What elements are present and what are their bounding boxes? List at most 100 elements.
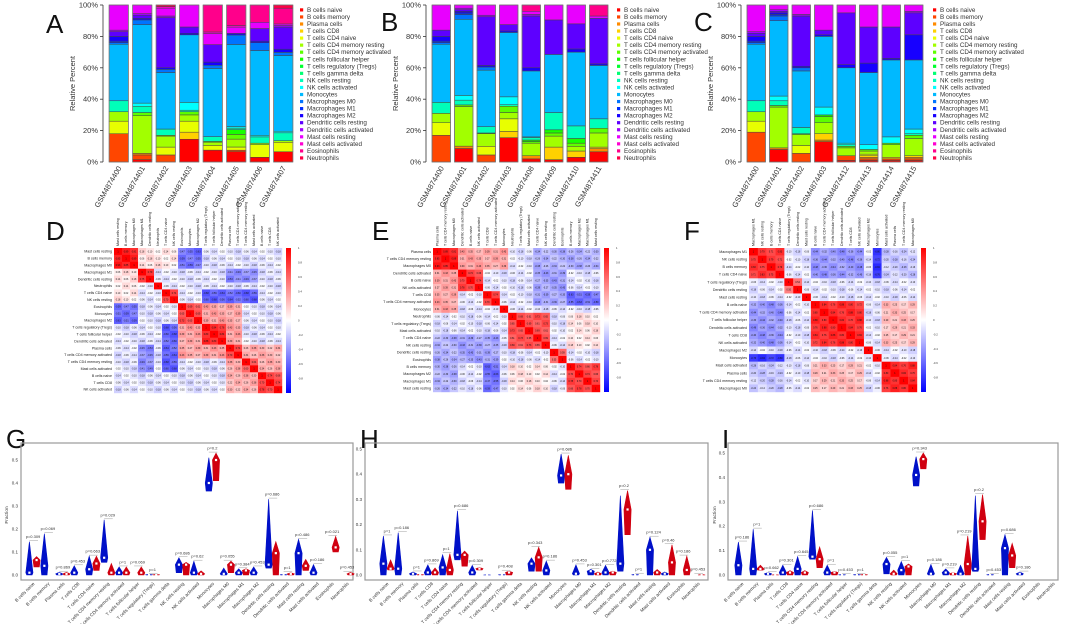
heatmap-cell	[784, 384, 794, 393]
median-marker	[567, 473, 570, 476]
bar-segment-t-cells-cd4-memory-activated	[904, 135, 924, 139]
heatmap-cell-value: -0.24	[751, 388, 757, 390]
heatmap-cell-value: 0.70	[268, 389, 273, 391]
heatmap-cell-value: -0.02	[251, 313, 257, 315]
p-value-label: p=0.219	[957, 528, 972, 533]
heatmap-cell	[466, 284, 475, 292]
heatmap-cell-value: 0.21	[910, 335, 915, 337]
heatmap-cell	[881, 338, 891, 347]
heatmap-cell	[466, 320, 475, 328]
heatmap-cell	[441, 384, 450, 393]
heatmap-cell-value: -0.47	[195, 265, 201, 267]
median-marker	[478, 567, 481, 570]
heatmap-cell-value: -0.84	[875, 267, 881, 269]
row-label: Dendritic cells resting	[713, 288, 747, 292]
heatmap-cell	[899, 248, 909, 256]
heatmap-cell-value: -0.06	[866, 343, 872, 345]
heatmap-cell	[210, 310, 219, 318]
heatmap-cell	[757, 384, 767, 393]
heatmap-cell-value: -0.02	[560, 338, 566, 340]
heatmap-cell	[491, 248, 500, 256]
heatmap-cell	[226, 386, 235, 394]
bar-segment-b-cells-naive	[454, 148, 474, 163]
legend-swatch	[617, 8, 621, 12]
heatmap-cell	[202, 330, 211, 338]
heatmap-cell-value: -0.14	[243, 313, 249, 315]
heatmap-cell-value: 0.33	[884, 343, 889, 345]
heatmap-cell	[250, 282, 259, 290]
heatmap-cell-value: -0.02	[543, 360, 549, 362]
heatmap-cell-value: -0.18	[195, 286, 201, 288]
heatmap-cell	[274, 358, 283, 366]
bar-segment-t-cells-cd4-memory-activated	[814, 116, 834, 124]
heatmap-cell-value: -0.06	[115, 383, 121, 385]
heatmap-cell	[749, 270, 759, 279]
heatmap-cell	[810, 346, 820, 355]
heatmap-cell	[828, 293, 838, 302]
row-label: T cells CD4 memory resting	[703, 379, 747, 383]
heatmap-cell	[162, 358, 171, 366]
heatmap-cell	[138, 275, 147, 283]
heatmap-cell-value: -0.14	[267, 300, 273, 302]
heatmap-cell	[524, 291, 534, 299]
heatmap-cell	[138, 268, 147, 276]
heatmap-cell	[837, 308, 847, 317]
heatmap-cell-value: -0.10	[795, 373, 801, 375]
heatmap-cell	[210, 303, 219, 311]
colorbar-tick-label: 0.6	[616, 275, 620, 279]
heatmap-cell	[757, 270, 767, 279]
bar-GSM4874402	[791, 4, 811, 163]
heatmap-cell	[793, 263, 803, 271]
heatmap-cell	[574, 334, 584, 342]
heatmap-cell	[170, 379, 179, 387]
heatmap-cell-value: -0.14	[163, 313, 169, 315]
bar-segment-monocytes	[589, 65, 609, 120]
heatmap-cell	[837, 263, 847, 271]
row-label: T cells CD8	[728, 333, 747, 337]
heatmap-cell-value: -0.18	[795, 327, 801, 329]
median-marker	[648, 548, 652, 551]
median-marker	[389, 567, 392, 570]
colorbar-tick-label: 0	[933, 318, 935, 322]
heatmap-cell-value: -0.02	[147, 327, 153, 329]
heatmap-cell-value: -0.02	[163, 272, 169, 274]
heatmap-cell-value: 0.14	[518, 388, 523, 390]
heatmap-cell-value: -0.10	[510, 252, 516, 254]
heatmap-cell-value: -0.14	[267, 334, 273, 336]
legend-label: Macrophages M1	[307, 106, 356, 113]
bar-segment-mast-cells-resting	[881, 4, 901, 28]
heatmap-cell-value: 1	[806, 297, 808, 299]
heatmap-cell	[837, 285, 847, 294]
bar-segment-macrophages-m0	[202, 65, 223, 69]
legend-swatch	[617, 85, 621, 90]
heatmap-cell-value: -0.10	[275, 327, 281, 329]
heatmap-cell-value: 0.10	[527, 374, 532, 376]
heatmap-cell	[226, 379, 235, 387]
violin-red	[386, 559, 395, 571]
bar-segment-nk-cells-resting	[132, 106, 153, 113]
median-marker	[766, 572, 770, 575]
heatmap-cell	[890, 338, 900, 347]
heatmap-cell	[541, 341, 551, 349]
heatmap-cell	[784, 293, 794, 302]
heatmap-cell-value: -0.06	[163, 286, 169, 288]
heatmap-cell-value: -0.02	[139, 389, 145, 391]
bar-segment-b-cells-naive	[499, 137, 519, 163]
heatmap-cell-value: -0.02	[786, 335, 792, 337]
heatmap-cell-value: 0.26	[228, 369, 233, 371]
violin-blue	[823, 564, 832, 576]
heatmap-cell-value: -0.12	[883, 267, 889, 269]
heatmap-cell	[890, 308, 900, 317]
p-value-label: p=0.309	[469, 558, 484, 563]
heatmap-cell	[122, 372, 131, 380]
bar-segment-b-cells-naive	[589, 151, 609, 163]
heatmap-cell	[793, 248, 803, 256]
heatmap-cell	[583, 363, 592, 371]
p-value-label: p=1	[149, 567, 157, 572]
heatmap-cell-value: 1	[587, 381, 589, 383]
heatmap-cell	[863, 323, 873, 332]
heatmap-cell-value: -0.02	[760, 350, 766, 352]
heatmap-cell	[558, 305, 567, 313]
heatmap-cell-value: 0.35	[188, 355, 193, 357]
violin-blue	[70, 565, 79, 576]
